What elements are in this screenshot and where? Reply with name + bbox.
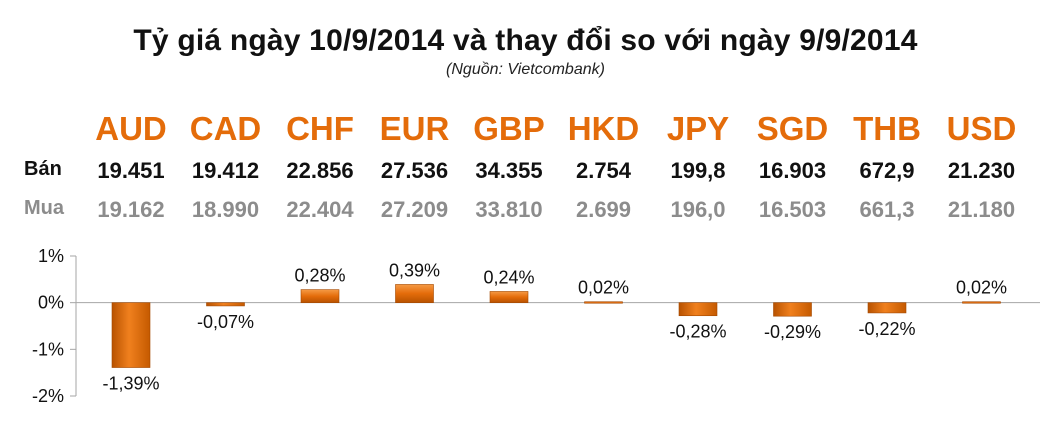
currency-sgd: SGD [756,110,829,147]
bar-gbp [489,291,529,303]
sell-row-label: Bán [24,158,62,180]
y-tick-label: -1% [32,339,64,359]
currency-gbp: GBP [473,110,545,147]
rate-table: Bán Mua AUD 19.451 19.162 CAD 19.412 18.990 CH… [24,110,1017,222]
buy-rate-sgd: 16.503 [758,197,827,222]
sell-rate-thb: 672,9 [859,158,915,183]
bar-chf [300,289,340,303]
buy-rate-usd: 21.180 [947,197,1016,222]
sell-rate-chf: 22.856 [286,158,354,183]
bar-jpy [678,302,718,317]
buy-rate-jpy: 196,0 [670,197,726,222]
value-label-hkd: 0,02% [578,278,629,298]
currency-usd: USD [946,110,1017,147]
value-label-gbp: 0,24% [483,267,534,287]
buy-rate-gbp: 33.810 [475,197,543,222]
source-note: (Nguồn: Vietcombank) [446,61,605,78]
currency-eur: EUR [379,110,450,147]
buy-rate-cad: 18.990 [191,197,260,222]
bar-sgd [773,302,812,317]
currency-aud: AUD [95,110,167,147]
buy-row-label: Mua [24,197,64,219]
sell-rate-cad: 19.412 [191,158,260,183]
value-label-sgd: -0,29% [764,322,821,342]
change-bar-chart: 1% 0% -1% -2% -1,39% -0,07% 0,28% 0,39% 0,24% 0,0… [32,246,1040,406]
currency-cad: CAD [189,110,262,147]
bar-usd [962,301,1001,304]
sell-rate-usd: 21.230 [947,158,1016,183]
value-label-cad: -0,07% [197,312,254,332]
currency-thb: THB [853,110,921,147]
value-label-jpy: -0,28% [669,322,726,342]
buy-rate-eur: 27.209 [380,197,449,222]
bar-cad [206,302,245,307]
buy-rate-thb: 661,3 [859,197,915,222]
sell-rate-hkd: 2.754 [575,158,632,183]
value-label-usd: 0,02% [956,278,1007,298]
chart-title: Tỷ giá ngày 10/9/2014 và thay đổi so với… [133,24,918,57]
bar-hkd [584,301,623,304]
value-label-aud: -1,39% [102,374,159,394]
y-tick-label: -2% [32,386,64,406]
y-tick-label: 0% [38,293,64,313]
value-label-chf: 0,28% [294,266,345,286]
sell-rate-gbp: 34.355 [475,158,543,183]
bar-thb [867,302,907,314]
buy-rate-chf: 22.404 [286,197,354,222]
currency-chf: CHF [286,110,354,147]
value-label-thb: -0,22% [858,319,915,339]
sell-rate-aud: 19.451 [97,158,165,183]
buy-rate-aud: 19.162 [97,197,165,222]
sell-rate-sgd: 16.903 [758,158,827,183]
bar-aud [111,302,151,368]
sell-rate-jpy: 199,8 [670,158,726,183]
bar-eur [395,284,434,303]
buy-rate-hkd: 2.699 [575,197,632,222]
currency-hkd: HKD [567,110,640,147]
sell-rate-eur: 27.536 [380,158,449,183]
y-tick-label: 1% [38,246,64,266]
currency-jpy: JPY [666,110,730,147]
value-label-eur: 0,39% [389,260,440,280]
